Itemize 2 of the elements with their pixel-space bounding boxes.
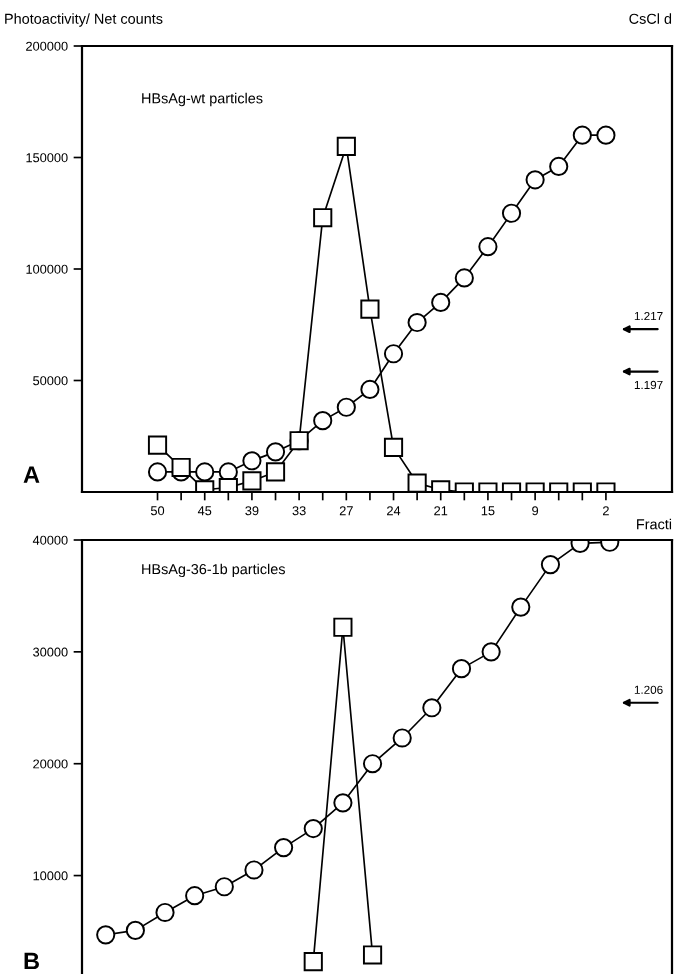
text: B [24,952,39,970]
text: A [23,466,40,483]
